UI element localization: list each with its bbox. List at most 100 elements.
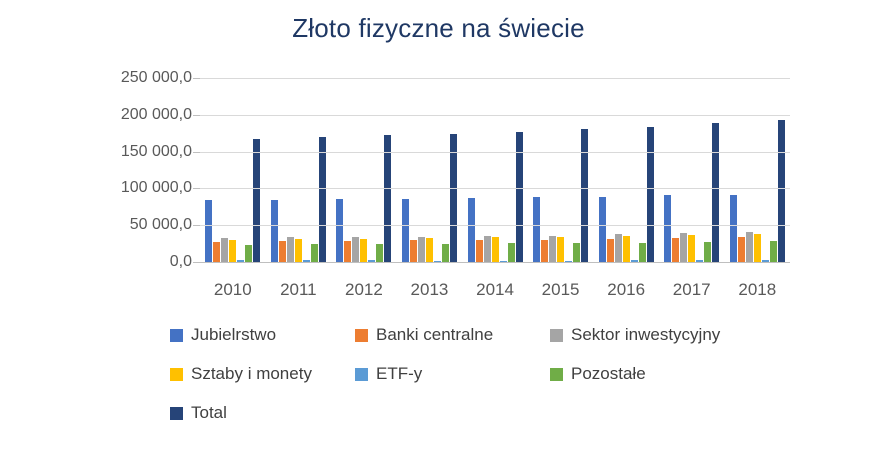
- y-tick-label: 150 000,0: [120, 142, 192, 160]
- bar-group-2012: [331, 78, 397, 262]
- bar-etf-y-2012: [368, 260, 376, 262]
- bar-banki-centralne-2014: [475, 240, 483, 262]
- bar-pozosta-e-2010: [245, 244, 253, 262]
- bar-sztaby-i-monety-2015: [557, 236, 565, 262]
- legend-swatch-icon: [550, 367, 563, 381]
- legend-item-pozosta-e: Pozostałe: [550, 364, 646, 384]
- y-tick-mark: [193, 262, 200, 263]
- bar-sztaby-i-monety-2017: [688, 235, 696, 262]
- legend-swatch-icon: [170, 367, 183, 381]
- y-tick-mark: [193, 114, 200, 116]
- x-tick-label-2014: 2014: [476, 280, 514, 299]
- gridline: [200, 78, 790, 79]
- bar-jubielrstwo-2016: [598, 196, 606, 262]
- bar-sektor-inwestycyjny-2011: [286, 237, 294, 262]
- bar-jubielrstwo-2015: [533, 197, 541, 262]
- legend-label: Sektor inwestycyjny: [571, 325, 721, 344]
- bar-etf-y-2017: [696, 260, 704, 262]
- bar-pozosta-e-2015: [573, 242, 581, 262]
- bar-total-2013: [449, 133, 457, 262]
- bar-sztaby-i-monety-2010: [229, 239, 237, 262]
- y-tick-label: 200 000,0: [120, 105, 192, 123]
- bar-total-2011: [318, 136, 326, 262]
- gridline: [200, 188, 790, 190]
- bar-pozosta-e-2018: [769, 241, 777, 262]
- bar-pozosta-e-2011: [310, 244, 318, 262]
- chart-title: Złoto fizyczne na świecie: [292, 13, 585, 43]
- bar-banki-centralne-2017: [672, 238, 680, 262]
- bar-etf-y-2010: [237, 260, 245, 262]
- legend-label: Sztaby i monety: [191, 364, 312, 383]
- legend-row: Sztaby i monety ETF-y Pozostałe: [170, 364, 720, 384]
- bar-pozosta-e-2014: [507, 243, 515, 262]
- legend-row: Total: [170, 403, 720, 423]
- bar-etf-y-2011: [302, 260, 310, 262]
- bar-sztaby-i-monety-2016: [622, 236, 630, 262]
- x-tick-label-2010: 2010: [213, 280, 252, 299]
- bar-total-2016: [646, 126, 654, 262]
- bar-group-2013: [397, 78, 463, 262]
- y-tick-label: 250 000,0: [120, 69, 192, 86]
- bar-pozosta-e-2016: [638, 242, 646, 262]
- bar-jubielrstwo-2018: [729, 194, 737, 262]
- bar-banki-centralne-2018: [737, 237, 745, 262]
- bar-groups: [200, 78, 790, 262]
- bar-total-2017: [712, 122, 720, 262]
- bar-sztaby-i-monety-2018: [753, 234, 761, 262]
- x-axis: 2010 2011 2012 2013 2014 2015 2016 2017 2018: [200, 280, 790, 300]
- bar-sztaby-i-monety-2011: [294, 239, 302, 262]
- y-tick-label: 50 000,0: [129, 216, 192, 234]
- bar-total-2012: [384, 135, 392, 262]
- legend-item-banki-centralne: Banki centralne: [355, 325, 550, 345]
- y-tick-mark: [193, 151, 200, 153]
- legend-label: Banki centralne: [376, 325, 494, 344]
- bar-sztaby-i-monety-2014: [491, 237, 499, 262]
- bar-group-2018: [725, 78, 791, 262]
- bar-total-2014: [515, 131, 523, 262]
- bar-group-2010: [200, 78, 266, 262]
- legend-swatch-icon: [550, 328, 563, 342]
- bar-sektor-inwestycyjny-2010: [221, 238, 229, 262]
- bar-jubielrstwo-2017: [664, 195, 672, 262]
- bar-jubielrstwo-2010: [205, 200, 213, 262]
- bar-etf-y-2013: [433, 260, 441, 262]
- legend-item-sztaby-i-monety: Sztaby i monety: [170, 364, 355, 384]
- bar-jubielrstwo-2012: [336, 199, 344, 262]
- legend-label: ETF-y: [376, 364, 423, 383]
- bar-etf-y-2016: [630, 260, 638, 262]
- x-tick-label-2016: 2016: [607, 280, 646, 299]
- bar-sektor-inwestycyjny-2014: [483, 236, 491, 262]
- bar-total-2010: [253, 138, 261, 262]
- legend-swatch-icon: [355, 367, 368, 381]
- bar-sektor-inwestycyjny-2012: [352, 236, 360, 262]
- bar-etf-y-2018: [761, 260, 769, 262]
- y-tick-mark: [193, 78, 200, 79]
- bar-pozosta-e-2013: [441, 243, 449, 262]
- bar-pozosta-e-2012: [376, 243, 384, 262]
- bar-banki-centralne-2011: [278, 241, 286, 262]
- chart-legend: Jubielrstwo Banki centralne Sektor inwesty…: [170, 325, 720, 442]
- legend-swatch-icon: [170, 406, 183, 420]
- legend-swatch-icon: [170, 328, 183, 342]
- bar-banki-centralne-2012: [344, 240, 352, 262]
- legend-item-total: Total: [170, 403, 355, 423]
- x-tick-label-2011: 2011: [280, 280, 317, 299]
- y-tick-mark: [193, 225, 200, 227]
- y-tick-label: 0,0: [169, 253, 192, 270]
- gridline: [200, 225, 790, 227]
- legend-swatch-icon: [355, 328, 368, 342]
- bar-group-2015: [528, 78, 594, 262]
- legend-label: Total: [191, 403, 227, 422]
- bar-banki-centralne-2015: [541, 239, 549, 262]
- bar-jubielrstwo-2014: [467, 198, 475, 262]
- y-axis: 0,0 50 000,0 100 000,0 150 000,0 200 000,0 25…: [0, 69, 192, 270]
- bar-sektor-inwestycyjny-2013: [417, 236, 425, 262]
- legend-row: Jubielrstwo Banki centralne Sektor inwesty…: [170, 325, 720, 345]
- bar-sztaby-i-monety-2012: [360, 238, 368, 262]
- bar-sektor-inwestycyjny-2018: [745, 232, 753, 262]
- bar-banki-centralne-2016: [606, 239, 614, 262]
- bar-banki-centralne-2013: [409, 240, 417, 262]
- y-tick-label: 100 000,0: [120, 179, 192, 197]
- bar-banki-centralne-2010: [213, 241, 221, 262]
